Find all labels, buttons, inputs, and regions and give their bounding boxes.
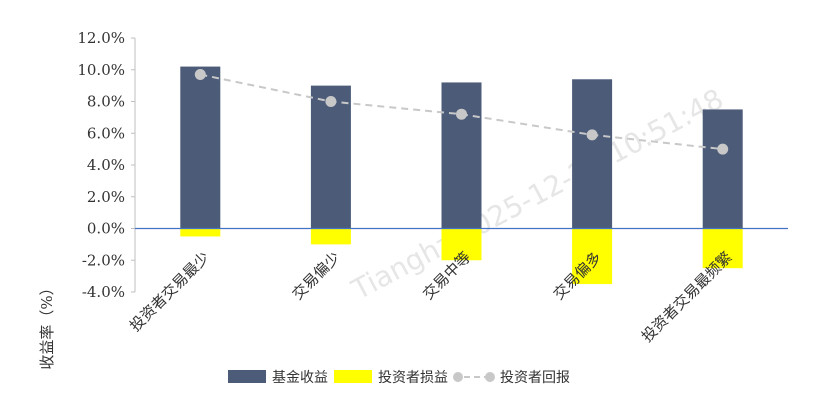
y-tick-label: -4.0% bbox=[82, 283, 125, 301]
legend: 基金收益 投资者损益 投资者回报 bbox=[228, 369, 570, 386]
point-投资者回报-投资者交易最少 bbox=[194, 69, 206, 81]
legend-marker-投资者回报 bbox=[453, 372, 463, 382]
legend-label-基金收益: 基金收益 bbox=[272, 369, 328, 386]
bar-投资者损益-交易偏少 bbox=[310, 228, 351, 245]
bar-基金收益-投资者交易最频繁 bbox=[702, 109, 743, 229]
legend-label-投资者损益: 投资者损益 bbox=[378, 370, 448, 386]
y-tick-label: 4.0% bbox=[87, 156, 125, 174]
bar-投资者损益-交易中等 bbox=[441, 228, 482, 261]
point-投资者回报-交易偏多 bbox=[586, 129, 598, 141]
legend-label-投资者回报: 投资者回报 bbox=[500, 370, 570, 386]
y-tick-label: 8.0% bbox=[87, 93, 125, 111]
watermark: Tianghz 2025-12-23 10:51:48 bbox=[346, 82, 729, 307]
bar-基金收益-投资者交易最少 bbox=[180, 66, 221, 229]
x-tick-label: 交易偏少 bbox=[289, 248, 344, 303]
legend-marker-投资者回报 bbox=[485, 372, 495, 382]
line-series bbox=[194, 69, 729, 155]
bar-投资者损益-交易偏多 bbox=[572, 228, 613, 285]
y-tick-label: 6.0% bbox=[87, 124, 125, 142]
y-axis: -4.0% -2.0% 0.0% 2.0% 4.0% 6.0% 8.0% 10.0% 12.0% bbox=[77, 29, 136, 301]
y-tick-label: 2.0% bbox=[87, 188, 125, 206]
bar-投资者损益-投资者交易最少 bbox=[180, 228, 221, 237]
x-tick-label: 投资者交易最频繁 bbox=[638, 248, 736, 346]
point-投资者回报-投资者交易最频繁 bbox=[717, 143, 729, 155]
bar-投资者损益-投资者交易最频繁 bbox=[702, 228, 743, 269]
legend-swatch-基金收益 bbox=[228, 370, 266, 383]
bar-基金收益-交易偏多 bbox=[572, 79, 613, 229]
point-投资者回报-交易偏少 bbox=[325, 96, 337, 107]
point-投资者回报-交易中等 bbox=[456, 108, 467, 120]
bars bbox=[180, 66, 743, 285]
y-tick-label: 12.0% bbox=[77, 29, 125, 47]
x-tick-label: 投资者交易最少 bbox=[126, 248, 213, 335]
y-axis-label: 收益率（%） bbox=[38, 280, 56, 369]
y-tick-label: -2.0% bbox=[82, 251, 125, 269]
y-tick-label: 0.0% bbox=[87, 220, 125, 238]
legend-swatch-投资者损益 bbox=[334, 370, 372, 383]
bar-基金收益-交易偏少 bbox=[310, 85, 351, 229]
bar-基金收益-交易中等 bbox=[441, 82, 482, 229]
y-tick-label: 10.0% bbox=[77, 61, 125, 79]
